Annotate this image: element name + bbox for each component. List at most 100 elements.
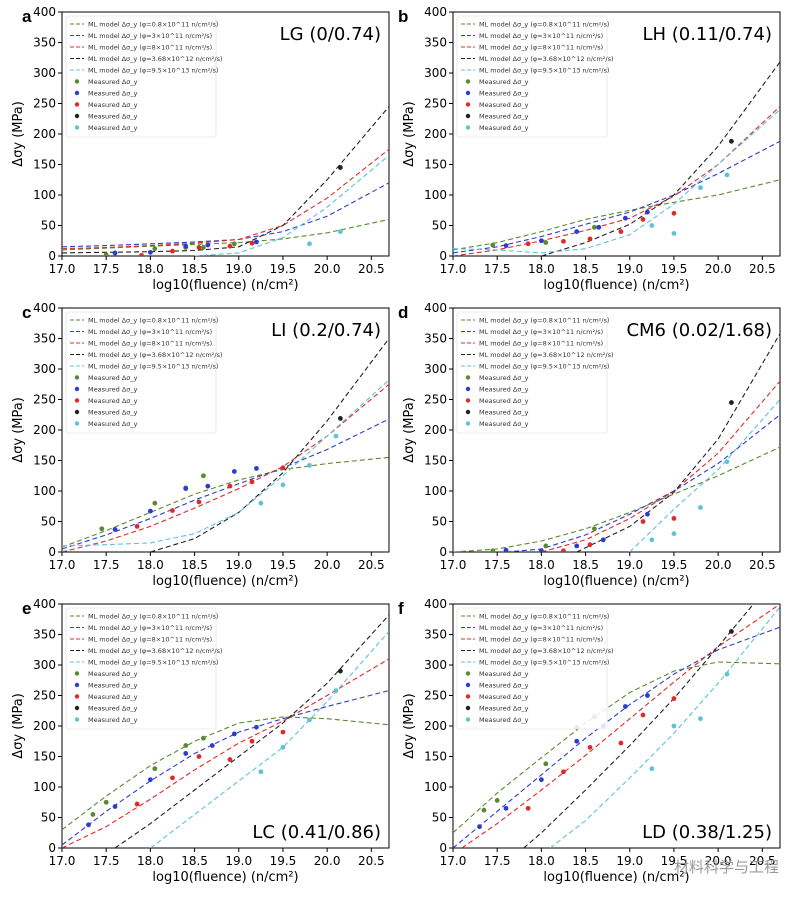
y-axis-label: Δσy (MPa) xyxy=(402,397,417,463)
legend-model-label: ML model Δσ_y (φ=3×10^11 n/cm²/s) xyxy=(479,624,603,632)
measured-point xyxy=(728,629,734,634)
legend-model-label: ML model Δσ_y (φ=3.68×10^12 n/cm²/s) xyxy=(88,351,223,359)
measured-point xyxy=(728,138,734,144)
measured-point xyxy=(280,465,286,471)
x-tick-label: 19.5 xyxy=(270,262,297,276)
legend-point-swatch xyxy=(74,421,80,426)
measured-point xyxy=(671,231,677,236)
y-axis-label: Δσy (MPa) xyxy=(11,693,26,759)
legend: ML model Δσ_y (φ=0.8×10^11 n/cm²/s) ML mo… xyxy=(456,15,614,138)
legend-measured-label: Measured Δσ_y xyxy=(479,681,529,689)
measured-point xyxy=(494,798,500,803)
x-tick-label: 18.5 xyxy=(572,558,599,572)
x-tick-label: 17.0 xyxy=(440,558,467,572)
legend-point-swatch xyxy=(465,409,471,415)
model-line-5 xyxy=(629,399,780,552)
legend-model-label: ML model Δσ_y (φ=9.5×10^13 n/cm²/s) xyxy=(88,362,218,370)
measured-point xyxy=(671,516,677,521)
x-tick-label: 20.0 xyxy=(314,262,341,276)
y-tick-label: 200 xyxy=(33,423,56,437)
legend-point-swatch xyxy=(465,705,471,711)
legend-box xyxy=(456,15,608,138)
y-tick-label: 350 xyxy=(424,628,447,642)
measured-point xyxy=(481,807,487,813)
x-tick-label: 17.5 xyxy=(93,854,120,868)
legend-measured-label: Measured Δσ_y xyxy=(88,704,138,712)
measured-point xyxy=(538,548,544,552)
panel-d: d 17.0 17.5 18.0 18.5 19.0 19.5 20.0 20.5 0 50 100 1… xyxy=(398,301,781,589)
legend-point-swatch xyxy=(74,682,80,688)
measured-point xyxy=(183,243,189,249)
measured-point xyxy=(337,416,343,421)
measured-point xyxy=(196,245,202,250)
model-line-1 xyxy=(62,716,389,831)
model-lines xyxy=(453,604,780,848)
measured-point xyxy=(280,729,286,735)
legend-box xyxy=(65,311,217,434)
measured-point xyxy=(640,519,646,524)
legend-model-label: ML model Δσ_y (φ=8×10^11 n/cm²/s) xyxy=(88,43,212,51)
measured-point xyxy=(231,241,237,247)
legend-measured-label: Measured Δσ_y xyxy=(88,124,138,132)
measured-point xyxy=(196,499,202,505)
y-tick-label: 250 xyxy=(33,689,56,703)
measured-point xyxy=(170,508,175,513)
y-tick-label: 400 xyxy=(33,301,56,315)
measured-point xyxy=(170,775,175,781)
y-tick-label: 350 xyxy=(424,332,447,346)
model-line-2 xyxy=(453,626,780,848)
measured-point xyxy=(698,716,703,722)
measured-point xyxy=(538,238,544,244)
panel-c: c 17.0 17.5 18.0 18.5 19.0 19.5 20.0 20.5 0 50 100 1… xyxy=(11,301,390,589)
measured-point xyxy=(525,805,531,811)
legend-point-swatch xyxy=(465,694,471,699)
x-tick-label: 20.5 xyxy=(749,854,776,868)
measured-point xyxy=(490,242,496,248)
y-tick-label: 0 xyxy=(439,841,447,855)
x-tick-label: 18.0 xyxy=(528,854,555,868)
x-tick-label: 17.0 xyxy=(440,854,467,868)
y-tick-label: 250 xyxy=(424,393,447,407)
measured-point xyxy=(205,242,211,248)
measured-point xyxy=(640,712,646,718)
measured-point xyxy=(249,738,255,744)
x-tick-label: 20.0 xyxy=(705,854,732,868)
measured-point xyxy=(254,239,259,245)
panel-title: CM6 (0.02/1.68) xyxy=(626,320,772,341)
y-tick-label: 250 xyxy=(424,97,447,111)
y-tick-label: 100 xyxy=(424,780,447,794)
legend-model-label: ML model Δσ_y (φ=9.5×10^13 n/cm²/s) xyxy=(479,658,609,666)
legend: ML model Δσ_y (φ=0.8×10^11 n/cm²/s) ML mo… xyxy=(456,607,614,730)
y-tick-label: 400 xyxy=(424,5,447,19)
x-tick-label: 17.5 xyxy=(93,262,120,276)
model-line-5 xyxy=(453,109,780,254)
legend-model-label: ML model Δσ_y (φ=0.8×10^11 n/cm²/s) xyxy=(88,612,218,620)
legend-point-swatch xyxy=(465,398,471,403)
y-tick-label: 350 xyxy=(424,36,447,50)
measured-point xyxy=(201,473,206,479)
measured-point xyxy=(90,812,96,817)
x-tick-label: 18.5 xyxy=(181,262,208,276)
legend-point-swatch xyxy=(465,113,471,119)
y-tick-label: 0 xyxy=(439,545,447,559)
x-tick-label: 17.0 xyxy=(49,854,76,868)
measured-point xyxy=(227,757,233,762)
legend-box xyxy=(456,607,608,730)
measured-point xyxy=(649,223,655,228)
model-line-2 xyxy=(453,140,780,254)
x-tick-label: 19.0 xyxy=(225,854,252,868)
measured-point xyxy=(280,744,286,750)
x-tick-label: 19.5 xyxy=(661,854,688,868)
y-tick-label: 300 xyxy=(424,658,447,672)
measured-point xyxy=(201,245,206,250)
y-axis-label: Δσy (MPa) xyxy=(402,101,417,167)
x-tick-label: 18.5 xyxy=(181,854,208,868)
x-tick-label: 19.0 xyxy=(616,262,643,276)
measured-point xyxy=(258,769,264,775)
measured-point xyxy=(645,693,650,698)
legend-point-swatch xyxy=(465,386,471,392)
legend-measured-label: Measured Δσ_y xyxy=(88,374,138,382)
model-line-3 xyxy=(453,106,780,256)
measured-point xyxy=(622,704,628,709)
measured-point xyxy=(618,740,624,746)
